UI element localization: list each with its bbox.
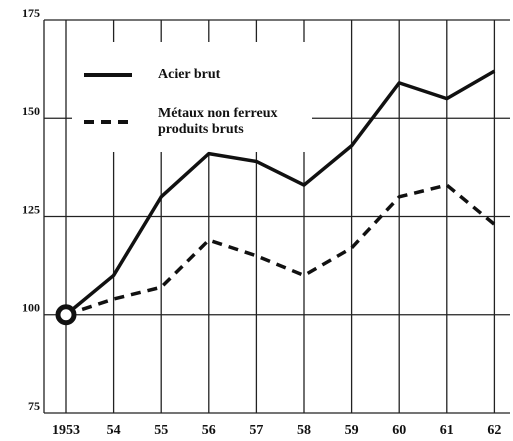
legend-label: Acier brut xyxy=(158,67,221,82)
x-tick-label: 60 xyxy=(392,423,406,438)
x-tick-label: 54 xyxy=(107,423,121,438)
legend-line: produits bruts xyxy=(158,122,244,137)
x-tick-label: 59 xyxy=(345,423,359,438)
legend-line: Métaux non ferreux xyxy=(158,106,278,121)
series-line xyxy=(64,69,496,317)
y-tick-label: 75 xyxy=(28,399,40,413)
start-marker xyxy=(55,304,77,326)
y-tick-label: 125 xyxy=(22,202,40,216)
x-tick-label: 61 xyxy=(440,423,454,438)
x-tick-label: 56 xyxy=(202,423,216,438)
x-tick-label: 62 xyxy=(487,423,501,438)
x-tick-label: 57 xyxy=(249,423,263,438)
y-tick-label: 100 xyxy=(22,301,40,315)
legend-background xyxy=(72,42,312,152)
y-tick-label: 150 xyxy=(22,104,40,118)
x-tick-label: 1953 xyxy=(52,423,80,438)
legend-label: Métaux non ferreux produits bruts xyxy=(158,106,278,137)
x-tick-label: 55 xyxy=(154,423,168,438)
series-line xyxy=(65,183,496,317)
y-tick-label: 175 xyxy=(22,6,40,20)
x-tick-label: 58 xyxy=(297,423,311,438)
